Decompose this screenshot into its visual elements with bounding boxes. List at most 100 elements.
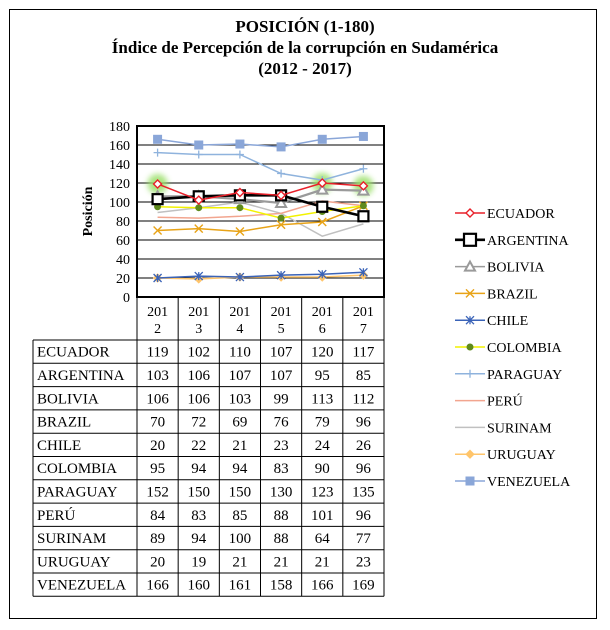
table-cell-value: 94 (191, 461, 207, 477)
legend-item: SURINAM (455, 421, 552, 436)
series-ecuador (152, 178, 369, 206)
table-cell-value: 79 (315, 415, 330, 431)
legend-item: URUGUAY (455, 448, 556, 463)
y-tick-label: 40 (116, 253, 130, 268)
legend-item: COLOMBIA (455, 341, 563, 356)
data-point (194, 224, 204, 234)
series-surinam (157, 201, 364, 238)
y-tick-label: 20 (116, 272, 130, 287)
table-cell-value: 152 (146, 484, 169, 500)
legend-marker (462, 232, 478, 247)
data-point (317, 217, 327, 227)
table-cell-value: 107 (270, 345, 293, 361)
data-point (359, 164, 368, 173)
legend-label: SURINAM (487, 421, 552, 436)
data-point (358, 180, 369, 191)
table-cell-value: 166 (311, 578, 334, 594)
series-line (157, 200, 364, 219)
category-label-line1: 201 (188, 305, 209, 320)
chart-frame (9, 9, 597, 619)
table-row-label: ARGENTINA (37, 368, 125, 384)
legend-item: ECUADOR (455, 207, 555, 222)
series-line (157, 205, 364, 233)
category-label-line1: 201 (147, 305, 168, 320)
table-cell-value: 70 (150, 415, 165, 431)
data-point (152, 178, 163, 189)
legend-label: ARGENTINA (487, 234, 570, 249)
table-cell-value: 64 (315, 531, 331, 547)
series-line (157, 274, 364, 280)
data-point (235, 150, 244, 159)
table-row-label: CHILE (37, 438, 81, 454)
table-cell-value: 169 (352, 578, 375, 594)
series-line (157, 135, 364, 148)
table-cell-value: 72 (191, 415, 206, 431)
table-cell-value: 95 (315, 368, 330, 384)
legend-marker (466, 369, 474, 378)
legend-label: PARAGUAY (487, 368, 562, 383)
data-point (194, 150, 203, 159)
legend-label: PERÚ (487, 393, 523, 410)
data-point (234, 187, 245, 198)
table-cell-value: 166 (146, 578, 169, 594)
y-tick-label: 60 (116, 234, 130, 249)
table-cell-value: 106 (188, 368, 211, 384)
data-point (277, 169, 286, 178)
table-cell-value: 94 (191, 531, 207, 547)
legend-item: PERÚ (455, 393, 523, 410)
table-cell-value: 101 (311, 508, 334, 524)
category-label-line1: 201 (353, 305, 374, 320)
legend-item: BOLIVIA (455, 259, 545, 276)
data-point (236, 204, 244, 212)
table-cell-value: 112 (352, 391, 374, 407)
table-cell-value: 150 (188, 484, 211, 500)
y-axis-label: Posición (81, 186, 96, 236)
data-point (276, 220, 286, 230)
table-cell-value: 24 (315, 438, 331, 454)
table-row-label: SURINAM (37, 531, 106, 547)
chart-title-line-3: (2012 - 2017) (258, 59, 352, 78)
table-cell-value: 20 (150, 554, 165, 570)
legend-marker (465, 449, 475, 459)
data-point (235, 139, 245, 149)
table-cell-value: 21 (274, 554, 289, 570)
data-point (317, 178, 328, 188)
table-cell-value: 123 (311, 484, 334, 500)
data-point (194, 271, 204, 281)
table-cell-value: 26 (356, 438, 372, 454)
legend-label: COLOMBIA (487, 341, 563, 356)
series-line (157, 182, 364, 201)
table-cell-value: 130 (270, 484, 293, 500)
category-label-line2: 5 (278, 322, 285, 337)
series-venezuela (153, 131, 368, 152)
table-cell-value: 96 (356, 508, 372, 524)
table-cell-value: 20 (150, 438, 165, 454)
table-cell-value: 96 (356, 415, 372, 431)
table-cell-value: 23 (274, 438, 289, 454)
series-paraguay (153, 148, 368, 185)
table-row-label: URUGUAY (37, 554, 111, 570)
table-cell-value: 90 (315, 461, 330, 477)
y-tick-label: 0 (123, 291, 130, 306)
legend-label: BRAZIL (487, 287, 538, 302)
data-point (358, 131, 368, 141)
table-cell-value: 107 (229, 368, 252, 384)
table-cell-value: 21 (315, 554, 330, 570)
data-point (195, 204, 203, 212)
table-cell-value: 103 (146, 368, 169, 384)
table-cell-value: 94 (232, 461, 248, 477)
category-label-line1: 201 (271, 305, 292, 320)
data-point (359, 202, 367, 210)
category-label-line2: 2 (154, 322, 161, 337)
chart-title-line-2: Índice de Percepción de la corrupción en… (111, 38, 499, 57)
data-point (358, 267, 368, 277)
data-point (194, 140, 204, 150)
legend-label: VENEZUELA (487, 475, 571, 490)
table-cell-value: 100 (229, 531, 252, 547)
legend-item: CHILE (455, 314, 528, 329)
series-chile (153, 267, 368, 283)
data-point (277, 214, 285, 222)
data-point (276, 270, 286, 280)
y-tick-label: 120 (109, 177, 130, 192)
